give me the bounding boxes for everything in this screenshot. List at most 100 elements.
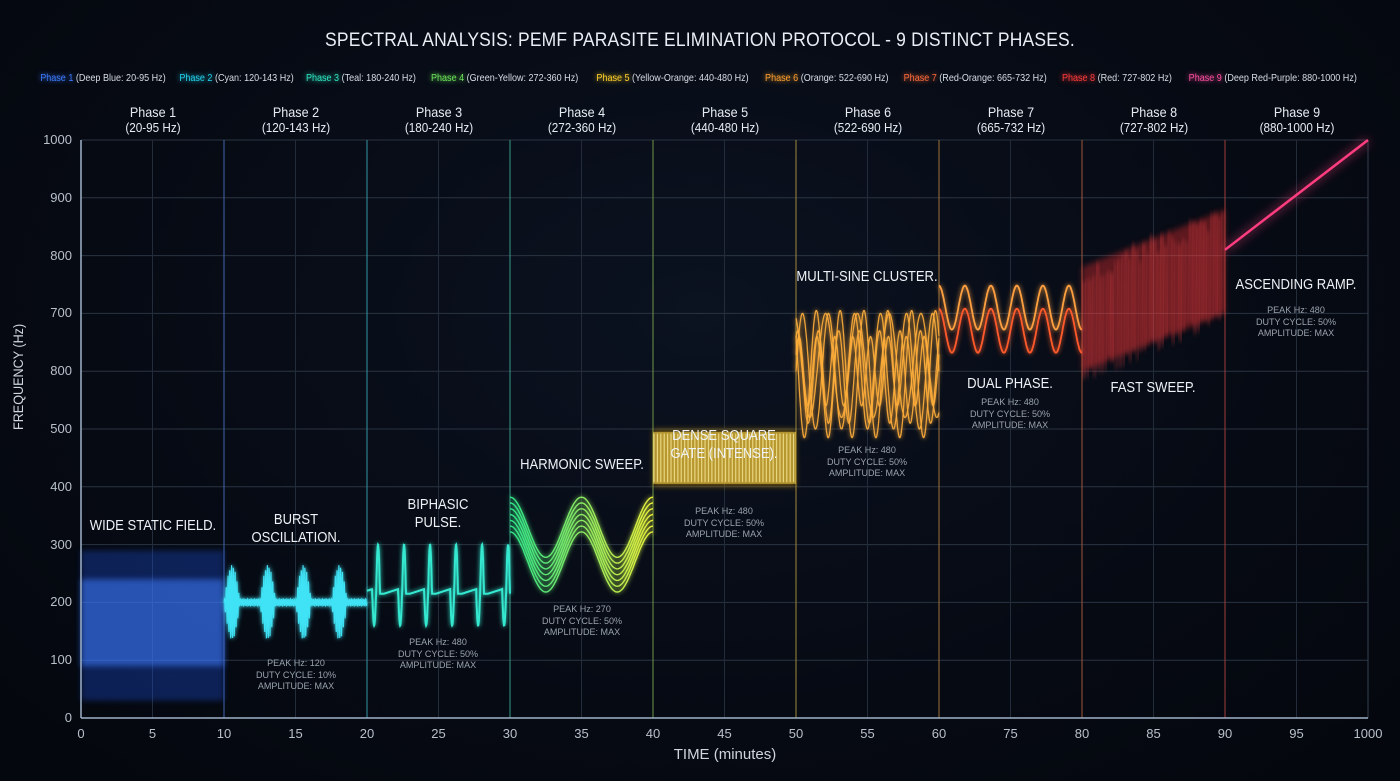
legend-item: Phase 1 (Deep Blue: 20-95 Hz) — [40, 72, 165, 84]
phase-name: Phase 2 — [233, 104, 359, 120]
wave-title: BIPHASIC PULSE. — [348, 496, 528, 532]
x-tick-label: 45 — [705, 726, 745, 741]
phase-header: Phase 2 (120-143 Hz) — [233, 104, 359, 136]
phase-header: Phase 1 (20-95 Hz) — [90, 104, 216, 136]
y-tick-label: 100 — [30, 652, 72, 667]
wave-stats: PEAK Hz: 480 DUTY CYCLE: 50% AMPLITUDE: MA… — [801, 445, 934, 480]
wave-stat-line: PEAK Hz: 480 — [801, 445, 934, 457]
wave-stat-line: AMPLITUDE: MAX — [230, 681, 363, 693]
phase-header: Phase 9 (880-1000 Hz) — [1234, 104, 1360, 136]
x-tick-label: 85 — [1134, 726, 1174, 741]
phase-name: Phase 9 — [1234, 104, 1360, 120]
x-tick-label: 35 — [562, 726, 602, 741]
phase-header: Phase 6 (522-690 Hz) — [805, 104, 931, 136]
legend-phase-desc: (Deep Red-Purple: 880-1000 Hz) — [1221, 72, 1356, 84]
phase-header: Phase 4 (272-360 Hz) — [519, 104, 645, 136]
y-tick-label: 300 — [30, 537, 72, 552]
y-tick-label: 200 — [30, 594, 72, 609]
x-tick-label: 1000 — [1348, 726, 1388, 741]
y-tick-label: 700 — [30, 305, 72, 320]
x-tick-label: 30 — [490, 726, 530, 741]
legend-phase-name: Phase 6 — [765, 72, 798, 84]
x-tick-label: 60 — [919, 726, 959, 741]
wave-stat-line: PEAK Hz: 480 — [372, 637, 505, 649]
wave-stat-line: PEAK Hz: 270 — [516, 604, 649, 616]
phase-name: Phase 7 — [948, 104, 1074, 120]
wave-stat-line: DUTY CYCLE: 50% — [944, 409, 1077, 421]
wave-stat-line: DUTY CYCLE: 10% — [230, 670, 363, 682]
legend-phase-name: Phase 5 — [596, 72, 629, 84]
x-tick-label: 40 — [633, 726, 673, 741]
legend-phase-name: Phase 4 — [431, 72, 464, 84]
wave-stats: PEAK Hz: 480 DUTY CYCLE: 50% AMPLITUDE: MA… — [658, 506, 791, 541]
wave-stats: PEAK Hz: 480 DUTY CYCLE: 50% AMPLITUDE: MA… — [1230, 305, 1363, 340]
x-tick-label: 5 — [133, 726, 173, 741]
wave-stat-line: AMPLITUDE: MAX — [516, 627, 649, 639]
x-tick-label: 15 — [276, 726, 316, 741]
wave-stat-line: DUTY CYCLE: 50% — [658, 518, 791, 530]
wave-title-line: ASCENDING RAMP. — [1206, 276, 1386, 294]
phase-range: (20-95 Hz) — [90, 120, 216, 136]
wave-stat-line: DUTY CYCLE: 50% — [801, 457, 934, 469]
phase-name: Phase 8 — [1091, 104, 1217, 120]
x-tick-label: 20 — [347, 726, 387, 741]
phase-range: (272-360 Hz) — [519, 120, 645, 136]
phase-name: Phase 1 — [90, 104, 216, 120]
legend-item: Phase 6 (Orange: 522-690 Hz) — [765, 72, 888, 84]
y-tick-label: 1000 — [30, 132, 72, 147]
phase-range: (665-732 Hz) — [948, 120, 1074, 136]
phase-name: Phase 3 — [376, 104, 502, 120]
wave-stat-line: AMPLITUDE: MAX — [372, 660, 505, 672]
phase-header: Phase 5 (440-480 Hz) — [662, 104, 788, 136]
phase-range: (440-480 Hz) — [662, 120, 788, 136]
wave-title: DENSE SQUARE GATE (INTENSE). — [634, 427, 814, 463]
phase-range: (880-1000 Hz) — [1234, 120, 1360, 136]
phase-range: (522-690 Hz) — [805, 120, 931, 136]
wave-title-line: BIPHASIC — [348, 496, 528, 514]
wave-stats: PEAK Hz: 480 DUTY CYCLE: 50% AMPLITUDE: MA… — [372, 637, 505, 672]
wave-stat-line: AMPLITUDE: MAX — [658, 529, 791, 541]
y-tick-label: 800 — [30, 363, 72, 378]
phase-name: Phase 4 — [519, 104, 645, 120]
phase-name: Phase 5 — [662, 104, 788, 120]
wave-stat-line: PEAK Hz: 120 — [230, 658, 363, 670]
legend: Phase 1 (Deep Blue: 20-95 Hz) Phase 2 (Cy… — [0, 72, 1400, 84]
wave-stat-line: PEAK Hz: 480 — [1230, 305, 1363, 317]
y-axis-label: FREQUENCY (Hz) — [10, 324, 26, 430]
wave-title-line: FAST SWEEP. — [1063, 379, 1243, 397]
wave-stats: PEAK Hz: 270 DUTY CYCLE: 50% AMPLITUDE: MA… — [516, 604, 649, 639]
legend-item: Phase 9 (Deep Red-Purple: 880-1000 Hz) — [1188, 72, 1356, 84]
x-tick-label: 0 — [61, 726, 101, 741]
x-tick-label: 95 — [1277, 726, 1317, 741]
phase-range: (727-802 Hz) — [1091, 120, 1217, 136]
phase-range: (180-240 Hz) — [376, 120, 502, 136]
x-tick-label: 55 — [848, 726, 888, 741]
legend-phase-desc: (Teal: 180-240 Hz) — [339, 72, 416, 84]
phase-name: Phase 6 — [805, 104, 931, 120]
legend-item: Phase 2 (Cyan: 120-143 Hz) — [179, 72, 293, 84]
wave-stat-line: AMPLITUDE: MAX — [944, 420, 1077, 432]
wave-stat-line: DUTY CYCLE: 50% — [516, 616, 649, 628]
legend-phase-desc: (Red: 727-802 Hz) — [1095, 72, 1172, 84]
wave-stats: PEAK Hz: 120 DUTY CYCLE: 10% AMPLITUDE: MA… — [230, 658, 363, 693]
wave-stat-line: DUTY CYCLE: 50% — [372, 649, 505, 661]
wave-stat-line: PEAK Hz: 480 — [658, 506, 791, 518]
wave-stat-line: PEAK Hz: 480 — [944, 397, 1077, 409]
x-tick-label: 75 — [991, 726, 1031, 741]
legend-phase-desc: (Yellow-Orange: 440-480 Hz) — [629, 72, 748, 84]
legend-phase-name: Phase 3 — [306, 72, 339, 84]
y-tick-label: 0 — [30, 710, 72, 725]
phase-header: Phase 7 (665-732 Hz) — [948, 104, 1074, 136]
phase1-wave — [81, 546, 224, 701]
legend-phase-name: Phase 9 — [1188, 72, 1221, 84]
y-tick-label: 900 — [30, 190, 72, 205]
wave-stat-line: AMPLITUDE: MAX — [1230, 328, 1363, 340]
legend-phase-desc: (Red-Orange: 665-732 Hz) — [937, 72, 1047, 84]
legend-phase-desc: (Orange: 522-690 Hz) — [798, 72, 888, 84]
x-tick-label: 90 — [1205, 726, 1245, 741]
legend-phase-desc: (Cyan: 120-143 Hz) — [212, 72, 293, 84]
wave-title: FAST SWEEP. — [1063, 379, 1243, 397]
wave-stats: PEAK Hz: 480 DUTY CYCLE: 50% AMPLITUDE: MA… — [944, 397, 1077, 432]
legend-item: Phase 4 (Green-Yellow: 272-360 Hz) — [431, 72, 578, 84]
legend-phase-name: Phase 1 — [40, 72, 73, 84]
